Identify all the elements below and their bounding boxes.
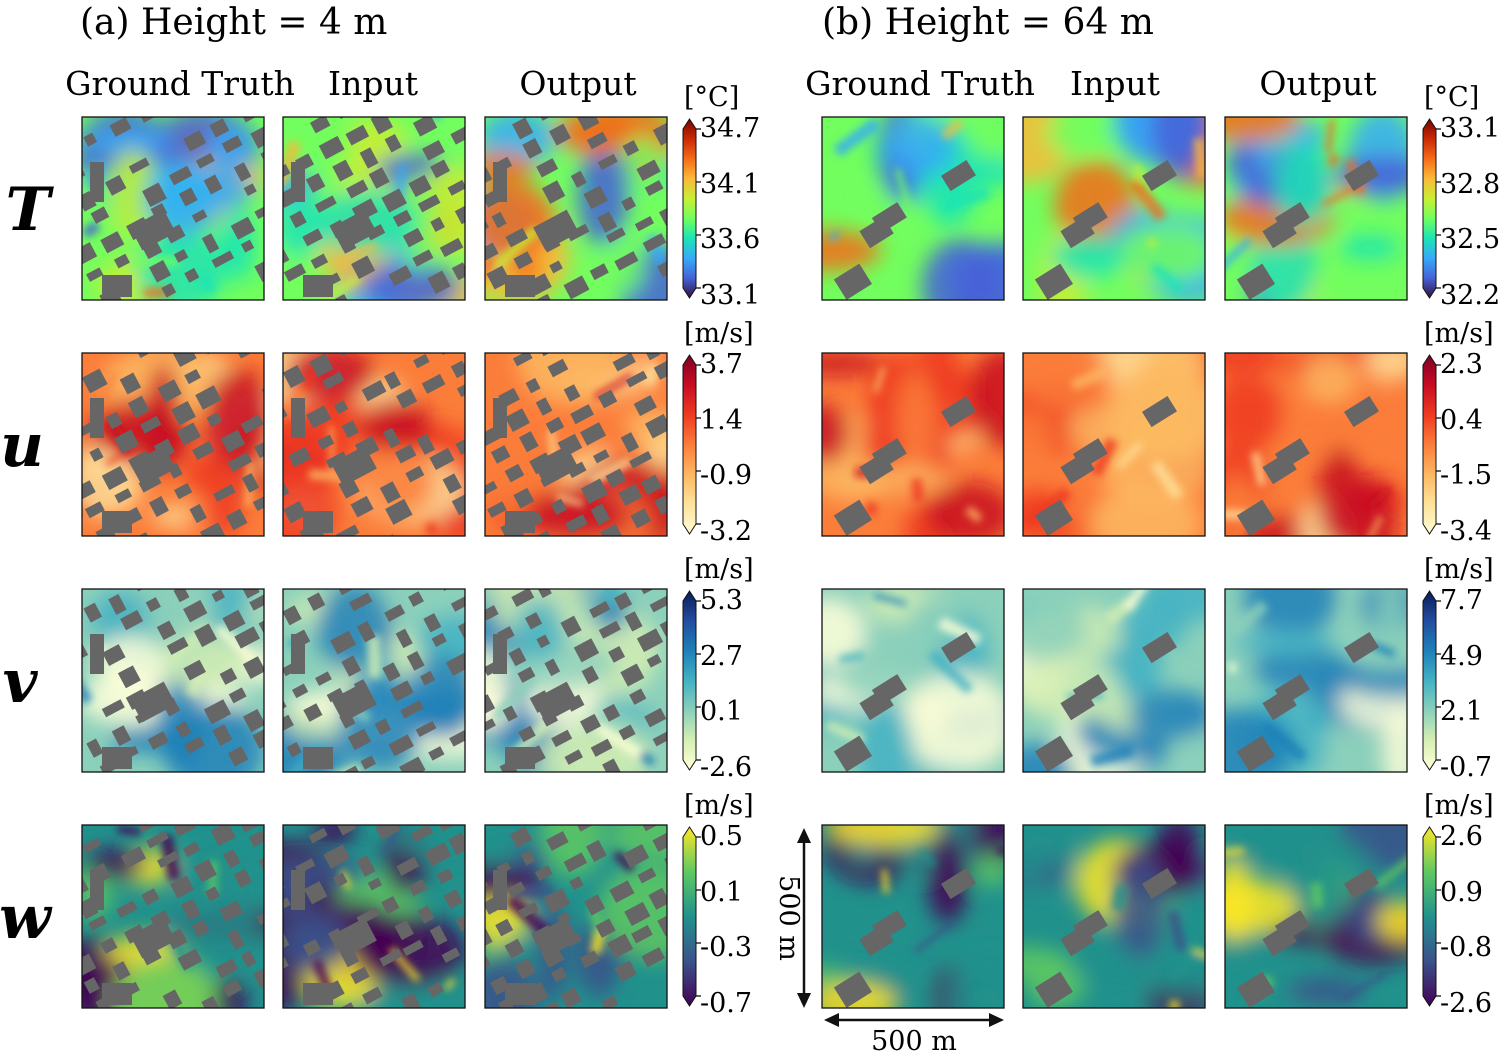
- cbar-a-w-tick: -0.7: [700, 988, 752, 1019]
- cbar-b-v-tick: 7.7: [1440, 585, 1483, 616]
- cbar-a-w-tick: -0.3: [700, 932, 752, 963]
- cbar-a-v-tick: 2.7: [700, 641, 743, 672]
- cbar-a-u-tick: 3.7: [700, 349, 743, 380]
- colorbars: [682, 118, 1441, 1007]
- field-map-a-v-input: [282, 588, 466, 773]
- field-map-a-w-input: [282, 824, 466, 1009]
- row-label-u: u: [0, 411, 44, 481]
- cbar-a-w-unit: [m/s]: [684, 790, 754, 821]
- cbar-b-v-tick: -0.7: [1440, 752, 1492, 783]
- cbar-a-v-tick: 0.1: [700, 696, 743, 727]
- cbar-b-T-tick: 32.8: [1440, 169, 1500, 200]
- colorbar-a-w: [682, 826, 701, 1007]
- row-label-T: T: [6, 175, 55, 245]
- cbar-b-u-tick: 0.4: [1440, 405, 1483, 436]
- scale-bar-horizontal-label: 500 m: [871, 1026, 957, 1057]
- row-label-v: v: [3, 647, 39, 717]
- panel-b-title: (b) Height = 64 m: [822, 2, 1154, 43]
- cbar-b-w-tick: -2.6: [1440, 988, 1492, 1019]
- colorbar-a-T: [682, 118, 701, 299]
- row-label-w: w: [0, 883, 53, 953]
- field-map-b-T-input: [1022, 116, 1206, 301]
- cbar-b-T-unit: [°C]: [1424, 82, 1479, 113]
- panel-a-title: (a) Height = 4 m: [80, 2, 387, 43]
- cbar-b-T-tick: 32.5: [1440, 224, 1500, 255]
- scale-bar-horizontal: [824, 1013, 1004, 1027]
- cbar-b-w-tick: 0.9: [1440, 877, 1483, 908]
- field-map-b-T-output: [1224, 116, 1408, 301]
- field-map-a-w-output: [484, 824, 668, 1009]
- cbar-a-u-tick: -3.2: [700, 516, 752, 547]
- panel-a-col-output: Output: [519, 64, 636, 103]
- cbar-a-w-tick: 0.5: [700, 821, 743, 852]
- field-map-a-u-input: [282, 352, 466, 537]
- cbar-a-u-tick: -0.9: [700, 460, 752, 491]
- cbar-b-T-tick: 33.1: [1440, 113, 1500, 144]
- cbar-a-T-tick: 33.1: [700, 280, 760, 311]
- cbar-a-v-tick: 5.3: [700, 585, 743, 616]
- colorbar-b-v: [1422, 590, 1441, 771]
- field-map-b-u-input: [1022, 352, 1206, 537]
- field-map-b-u-output: [1224, 352, 1408, 537]
- cbar-b-w-tick: 2.6: [1440, 821, 1483, 852]
- field-map-b-u-ground-truth: [821, 352, 1005, 537]
- cbar-a-v-tick: -2.6: [700, 752, 752, 783]
- field-map-b-T-ground-truth: [821, 116, 1005, 301]
- cbar-b-u-tick: -3.4: [1440, 516, 1492, 547]
- field-map-a-T-ground-truth: [81, 116, 265, 301]
- field-map-a-u-ground-truth: [81, 352, 265, 537]
- cbar-a-w-tick: 0.1: [700, 877, 743, 908]
- cbar-b-u-tick: -1.5: [1440, 460, 1492, 491]
- cbar-b-v-tick: 2.1: [1440, 696, 1483, 727]
- cbar-b-v-tick: 4.9: [1440, 641, 1483, 672]
- field-map-a-w-ground-truth: [81, 824, 265, 1009]
- cbar-b-w-unit: [m/s]: [1424, 790, 1494, 821]
- colorbar-a-u: [682, 354, 701, 535]
- field-maps: [81, 116, 1408, 1009]
- field-map-a-v-ground-truth: [81, 588, 265, 773]
- cbar-a-T-unit: [°C]: [684, 82, 739, 113]
- cbar-a-T-tick: 34.1: [700, 169, 760, 200]
- cbar-a-T-tick: 34.7: [700, 113, 760, 144]
- cbar-b-w-tick: -0.8: [1440, 932, 1492, 963]
- colorbar-a-v: [682, 590, 701, 771]
- scale-bar-vertical-label: 500 m: [773, 875, 804, 961]
- panel-b-col-input: Input: [1070, 64, 1160, 103]
- field-map-a-T-input: [282, 116, 466, 301]
- colorbar-b-T: [1422, 118, 1441, 299]
- cbar-a-u-tick: 1.4: [700, 405, 743, 436]
- scale-bar-vertical: [797, 828, 811, 1008]
- cbar-a-v-unit: [m/s]: [684, 554, 754, 585]
- field-map-b-w-output: [1224, 824, 1408, 1009]
- cbar-a-u-unit: [m/s]: [684, 318, 754, 349]
- panel-b-col-ground-truth: Ground Truth: [805, 64, 1035, 103]
- field-map-b-v-output: [1224, 588, 1408, 773]
- field-map-b-w-ground-truth: [821, 824, 1005, 1009]
- cbar-b-T-tick: 32.2: [1440, 280, 1500, 311]
- cbar-a-T-tick: 33.6: [700, 224, 760, 255]
- cbar-b-u-unit: [m/s]: [1424, 318, 1494, 349]
- field-map-a-u-output: [484, 352, 668, 537]
- panel-b-col-output: Output: [1259, 64, 1376, 103]
- field-map-b-w-input: [1022, 824, 1206, 1009]
- cbar-b-v-unit: [m/s]: [1424, 554, 1494, 585]
- panel-a-col-input: Input: [328, 64, 418, 103]
- field-map-a-T-output: [484, 116, 668, 301]
- colorbar-b-u: [1422, 354, 1441, 535]
- field-map-b-v-ground-truth: [821, 588, 1005, 773]
- field-map-b-v-input: [1022, 588, 1206, 773]
- panel-a-col-ground-truth: Ground Truth: [65, 64, 295, 103]
- field-map-a-v-output: [484, 588, 668, 773]
- colorbar-b-w: [1422, 826, 1441, 1007]
- cbar-b-u-tick: 2.3: [1440, 349, 1483, 380]
